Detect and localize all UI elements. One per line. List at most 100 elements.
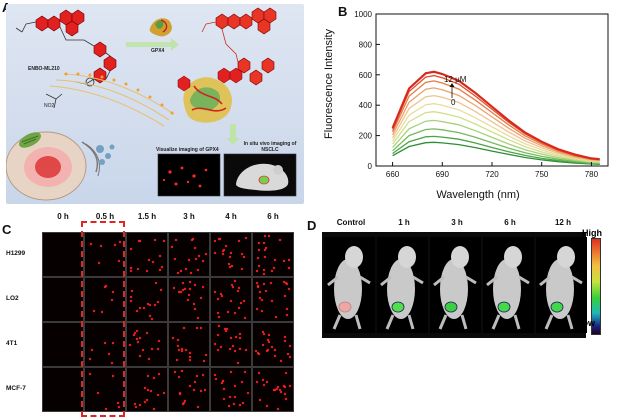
cell-signal-dot bbox=[136, 340, 139, 343]
cell-signal-dot bbox=[203, 388, 206, 391]
spectrum-series-line bbox=[392, 103, 600, 163]
cell-signal-dot bbox=[173, 286, 176, 289]
mouse-image bbox=[430, 237, 481, 333]
cell-signal-dot bbox=[200, 297, 203, 300]
cell-signal-dot bbox=[265, 381, 268, 384]
cell-signal-dot bbox=[162, 392, 165, 395]
panel-b-chart: 660 690 720 750 780 0 200 400 600 800 1000 Fluores… bbox=[318, 4, 616, 204]
fluorescence-image-cell bbox=[210, 277, 252, 322]
cell-signal-dot bbox=[193, 381, 196, 384]
cell-signal-dot bbox=[288, 344, 291, 347]
panel-d-in-vivo-imaging: Control 1 h 3 h 6 h 12 h High Low bbox=[300, 212, 618, 342]
cell-signal-dot bbox=[204, 252, 207, 255]
cell-signal-dot bbox=[231, 285, 234, 288]
cell-signal-dot bbox=[196, 317, 199, 319]
spectrum-series-line bbox=[392, 80, 600, 161]
cell-signal-dot bbox=[118, 241, 121, 244]
cell-signal-dot bbox=[255, 307, 258, 310]
gpx4-protein bbox=[149, 18, 172, 37]
cell-signal-dot bbox=[283, 294, 286, 297]
cell-signal-dot bbox=[262, 378, 265, 381]
cell-signal-dot bbox=[176, 344, 179, 347]
cell-signal-dot bbox=[225, 329, 228, 332]
cell-signal-dot bbox=[262, 330, 265, 333]
cell-signal-dot bbox=[111, 362, 114, 365]
cell-signal-dot bbox=[194, 283, 197, 286]
cell-signal-dot bbox=[138, 239, 141, 242]
y-tick-label: 400 bbox=[359, 101, 373, 110]
cell-signal-dot bbox=[156, 393, 159, 396]
x-tick-label: 660 bbox=[386, 170, 400, 179]
cell-signal-dot bbox=[181, 370, 184, 373]
fluorescence-image-cell bbox=[168, 232, 210, 277]
cell-signal-dot bbox=[214, 377, 217, 380]
cell-signal-dot bbox=[132, 333, 135, 336]
cell-signal-dot bbox=[88, 358, 91, 361]
cell-signal-dot bbox=[220, 294, 223, 297]
cell-signal-dot bbox=[223, 327, 226, 330]
cell-signal-dot bbox=[178, 393, 181, 396]
cell-signal-dot bbox=[233, 385, 236, 388]
cell-signal-dot bbox=[257, 256, 260, 259]
cell-signal-dot bbox=[181, 347, 184, 350]
cell-signal-dot bbox=[234, 312, 237, 315]
cell-signal-dot bbox=[202, 360, 205, 363]
cell-signal-dot bbox=[110, 298, 113, 301]
cell-signal-dot bbox=[193, 303, 196, 306]
cell-signal-dot bbox=[265, 247, 268, 250]
cell-signal-dot bbox=[280, 391, 283, 394]
probe-molecule-structure bbox=[35, 9, 117, 84]
cell-signal-dot bbox=[283, 384, 286, 387]
color-scale-low-label-visible: Low bbox=[577, 318, 595, 328]
cell-signal-dot bbox=[136, 267, 139, 270]
cell-signal-dot bbox=[262, 383, 265, 386]
cell-signal-dot bbox=[238, 239, 241, 242]
cell-signal-dot bbox=[222, 250, 225, 253]
spectrum-series-line bbox=[391, 70, 600, 161]
cell-signal-dot bbox=[285, 314, 288, 317]
fluorescence-image-cell bbox=[210, 232, 252, 277]
mouse-image bbox=[324, 237, 375, 333]
cell-signal-dot bbox=[131, 289, 133, 292]
cell-line-row-label: MCF-7 bbox=[6, 385, 26, 392]
cell-signal-dot bbox=[244, 349, 247, 352]
cell-signal-dot bbox=[202, 286, 205, 289]
cell-signal-dot bbox=[141, 349, 144, 352]
x-tick-label: 720 bbox=[485, 170, 499, 179]
cell-signal-dot bbox=[274, 354, 277, 357]
cell-signal-dot bbox=[193, 247, 196, 250]
cell-signal-dot bbox=[139, 404, 142, 407]
cell-signal-dot bbox=[218, 325, 221, 328]
cell-signal-dot bbox=[244, 236, 247, 239]
y-tick-label: 600 bbox=[359, 71, 373, 80]
cell-signal-dot bbox=[129, 266, 132, 269]
cell-signal-dot bbox=[271, 346, 274, 349]
cell-signal-dot bbox=[232, 344, 235, 347]
cell-signal-dot bbox=[195, 375, 198, 378]
cell-signal-dot bbox=[111, 375, 114, 378]
fluorescence-image-cell bbox=[126, 232, 168, 277]
fluorescence-image-cell bbox=[252, 277, 294, 322]
cell-signal-dot bbox=[288, 288, 291, 291]
cell-signal-dot bbox=[238, 307, 241, 310]
schematic-illustration: NO2 bbox=[6, 7, 297, 201]
cell-signal-dot bbox=[264, 256, 267, 259]
spectrum-series-line bbox=[392, 111, 600, 163]
cell-signal-dot bbox=[274, 389, 277, 392]
cell-signal-dot bbox=[143, 386, 146, 389]
cell-signal-dot bbox=[263, 241, 266, 244]
cell-line-row-label: H1299 bbox=[6, 250, 26, 257]
cell-signal-dot bbox=[117, 259, 120, 262]
cell-signal-dot bbox=[130, 248, 133, 251]
cell-signal-dot bbox=[268, 235, 271, 238]
cell-signal-dot bbox=[259, 398, 262, 401]
cell-signal-dot bbox=[135, 406, 138, 409]
cell-signal-dot bbox=[267, 333, 270, 336]
fluorescence-image-cell bbox=[42, 232, 84, 277]
cell-signal-dot bbox=[287, 267, 290, 270]
cell-signal-dot bbox=[88, 373, 91, 376]
cell-signal-dot bbox=[145, 398, 148, 401]
cell-signal-dot bbox=[241, 268, 244, 271]
cell-signal-dot bbox=[282, 260, 285, 263]
cell-signal-dot bbox=[217, 237, 220, 240]
